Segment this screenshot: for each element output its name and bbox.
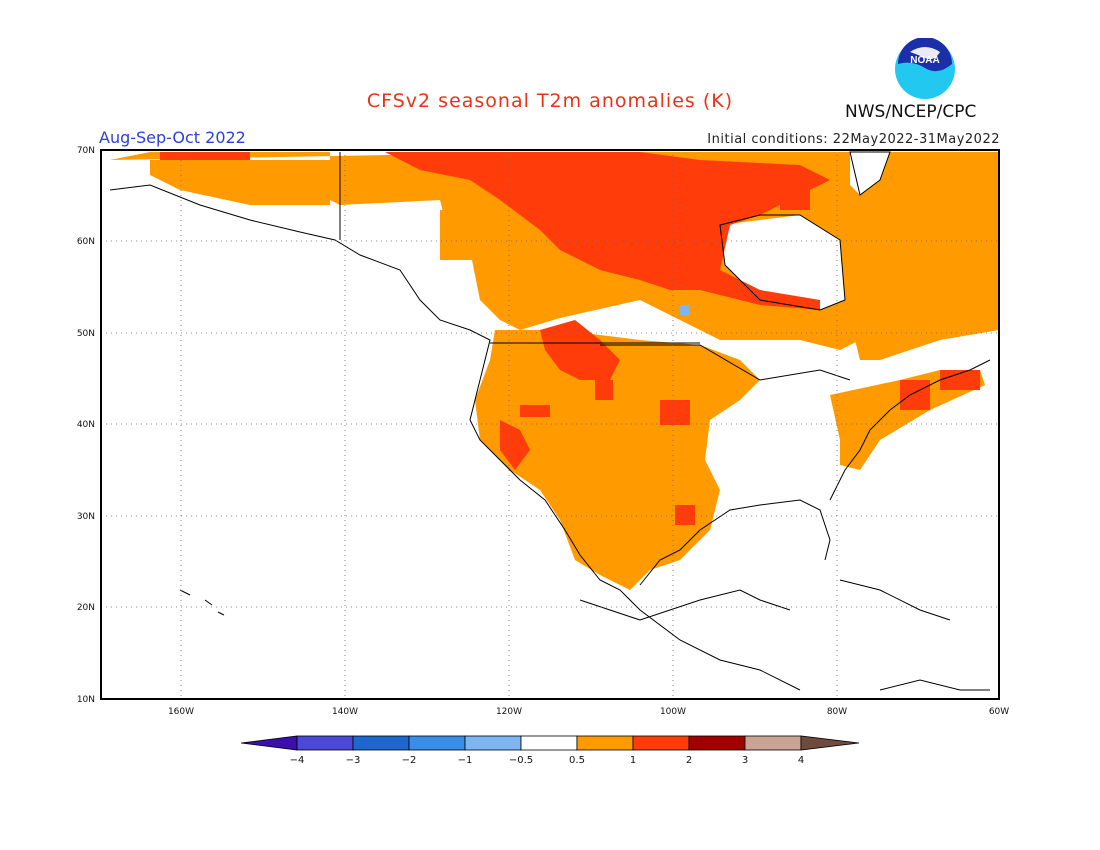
colorbar-swatch <box>408 735 466 751</box>
colorbar-arrow-low <box>240 735 298 751</box>
colorbar-label: 2 <box>686 755 692 766</box>
organization-label: NWS/NCEP/CPC <box>845 102 977 122</box>
colorbar-arrow-high <box>800 735 860 751</box>
colorbar-label: 4 <box>798 755 804 766</box>
lat-label: 30N <box>77 512 95 522</box>
map-title: CFSv2 seasonal T2m anomalies (K) <box>366 90 734 112</box>
colorbar-swatch <box>520 735 578 751</box>
colorbar-label: 1 <box>630 755 636 766</box>
colorbar-label: 3 <box>742 755 748 766</box>
initial-conditions: Initial conditions: 22May2022-31May2022 <box>707 132 1000 147</box>
colorbar-swatch <box>464 735 522 751</box>
logo-text: NOAA <box>910 55 939 66</box>
lat-label: 10N <box>77 695 95 705</box>
season-label: Aug-Sep-Oct 2022 <box>99 128 246 147</box>
colorbar-swatch <box>296 735 354 751</box>
coastlines <box>109 151 991 691</box>
colorbar-label: −2 <box>402 755 417 766</box>
colorbar-swatch <box>688 735 746 751</box>
lat-label: 70N <box>77 146 95 156</box>
lon-label: 140W <box>332 707 358 717</box>
colorbar-swatch <box>352 735 410 751</box>
colorbar-label: −4 <box>290 755 305 766</box>
lat-label: 20N <box>77 603 95 613</box>
lon-label: 100W <box>660 707 686 717</box>
anomaly-field <box>110 152 999 590</box>
lon-label: 120W <box>496 707 522 717</box>
lat-label: 40N <box>77 420 95 430</box>
colorbar-label: −1 <box>458 755 473 766</box>
plot-frame <box>100 149 1000 700</box>
colorbar-swatch <box>576 735 634 751</box>
lon-label: 160W <box>168 707 194 717</box>
colorbar-label: −0.5 <box>509 755 533 766</box>
lat-label: 50N <box>77 329 95 339</box>
noaa-logo-icon: NOAA <box>895 38 955 99</box>
colorbar-label: −3 <box>346 755 361 766</box>
lon-label: 80W <box>827 707 847 717</box>
colorbar-swatch <box>744 735 802 751</box>
lon-label: 60W <box>989 707 1009 717</box>
lat-labels: 70N 60N 50N 40N 30N 20N 10N <box>77 146 95 705</box>
colorbar: −4 −3 −2 −1 −0.5 0.5 1 2 3 4 <box>240 735 860 766</box>
colorbar-swatch <box>632 735 690 751</box>
lon-labels: 160W 140W 120W 100W 80W 60W <box>168 707 1009 717</box>
lat-label: 60N <box>77 237 95 247</box>
colorbar-label: 0.5 <box>569 755 585 766</box>
